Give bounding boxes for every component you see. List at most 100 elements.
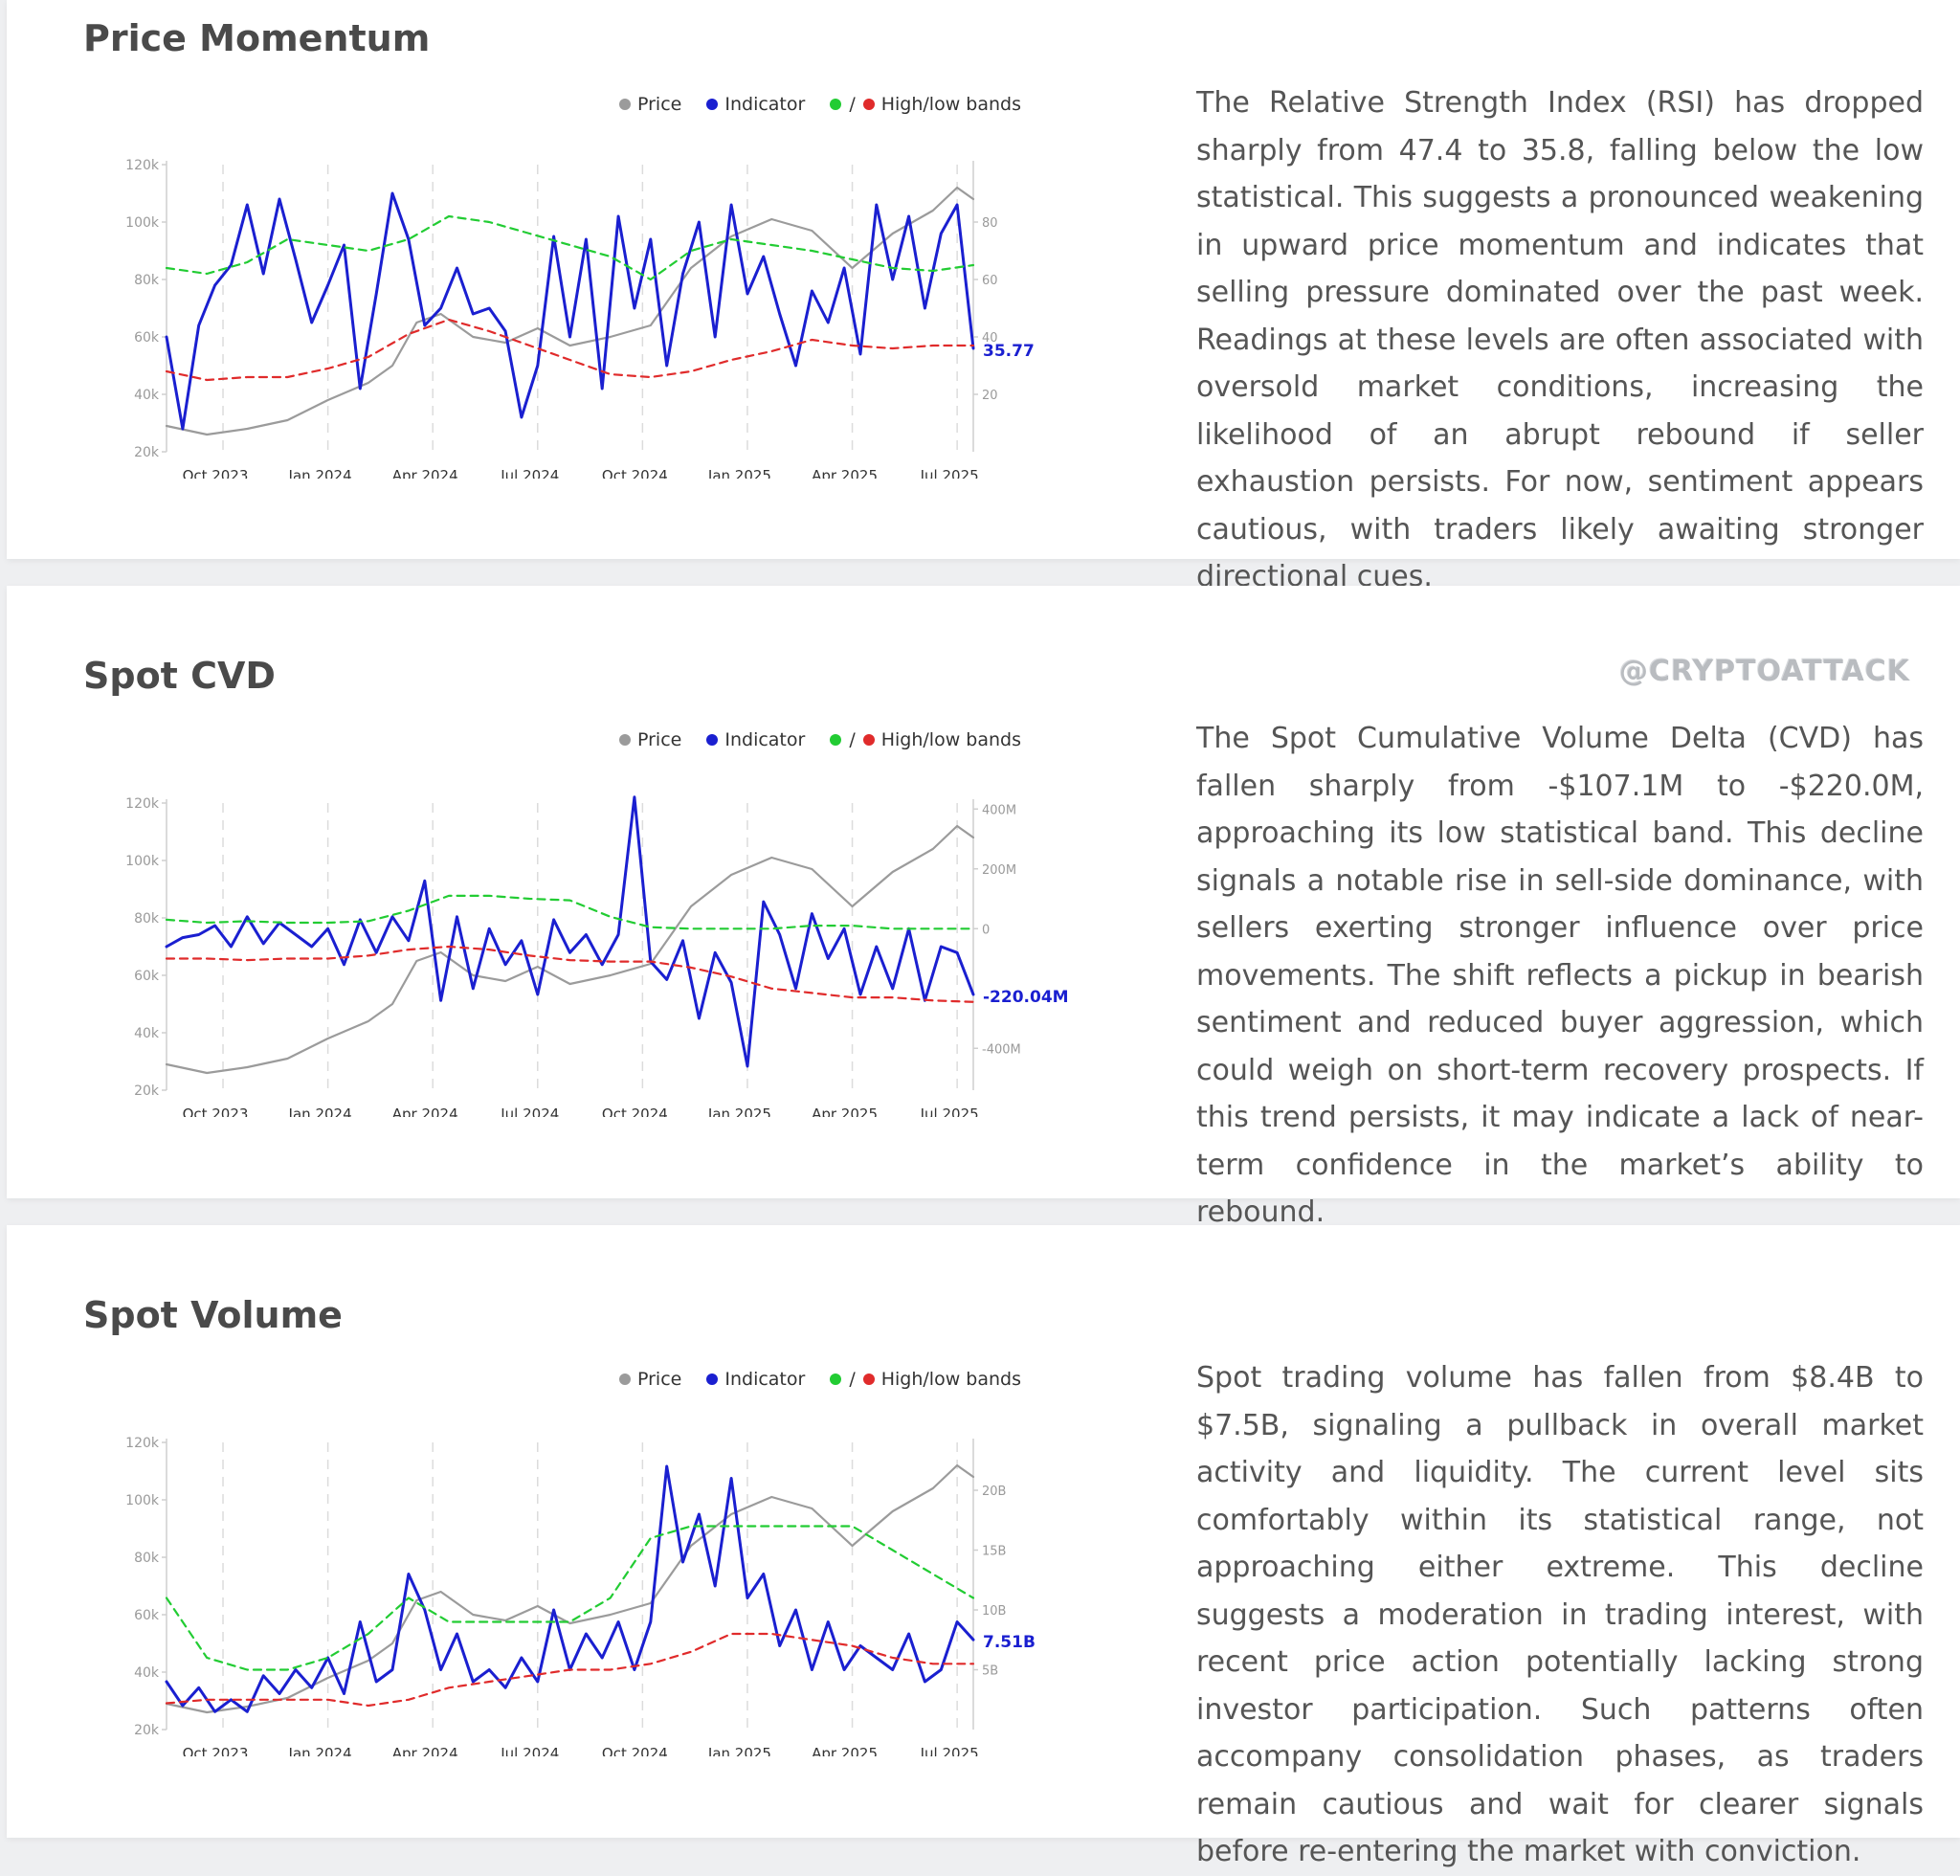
legend-bands-label: High/low bands bbox=[880, 729, 1021, 750]
left-axis-tick-label: 120k bbox=[125, 158, 160, 173]
series-line-high-band bbox=[165, 214, 975, 281]
chart-legend: Price Indicator / High/low bands bbox=[619, 726, 1021, 753]
x-tick-label: Jan 2024 bbox=[288, 467, 352, 479]
x-tick-label: Jul 2025 bbox=[920, 1106, 979, 1117]
left-axis-tick-label: 80k bbox=[134, 1551, 160, 1566]
panel-title: Spot Volume bbox=[83, 1294, 343, 1336]
price-dot-icon bbox=[619, 1374, 631, 1385]
right-axis-tick-label: 20B bbox=[982, 1485, 1006, 1499]
left-axis-tick-label: 120k bbox=[125, 796, 160, 812]
legend-price-label: Price bbox=[637, 94, 682, 115]
right-axis-tick-label: 40 bbox=[982, 331, 998, 346]
legend-bands-label: High/low bands bbox=[880, 1369, 1021, 1390]
right-axis-tick-label: 10B bbox=[982, 1604, 1006, 1619]
legend-indicator: Indicator bbox=[706, 729, 805, 750]
price-dot-icon bbox=[619, 734, 631, 746]
series-line-low-band bbox=[165, 1632, 975, 1708]
spot-cvd-chart: Oct 2023 Jan 2024 Apr 2024 Jul 2024 Oct 2024… bbox=[112, 782, 1069, 1117]
x-tick-label: Apr 2025 bbox=[812, 1106, 878, 1117]
high-band-dot-icon bbox=[830, 1374, 842, 1385]
legend-price: Price bbox=[619, 94, 681, 115]
legend-price-label: Price bbox=[637, 1369, 682, 1390]
right-axis-tick-label: 60 bbox=[982, 274, 998, 288]
legend-indicator-label: Indicator bbox=[724, 94, 806, 115]
x-tick-label: Jan 2025 bbox=[707, 1745, 771, 1756]
left-axis-tick-label: 60k bbox=[134, 330, 160, 346]
left-axis-tick-label: 40k bbox=[134, 1026, 160, 1041]
x-tick-label: Jan 2024 bbox=[288, 1745, 352, 1756]
x-tick-label: Oct 2024 bbox=[602, 1106, 668, 1117]
x-tick-label: Jul 2025 bbox=[920, 1745, 979, 1756]
series-line-low-band bbox=[165, 945, 975, 1003]
chart-legend: Price Indicator / High/low bands bbox=[619, 1366, 1021, 1393]
x-tick-label: Oct 2023 bbox=[183, 467, 249, 479]
low-band-dot-icon bbox=[862, 1374, 875, 1385]
series-line-low-band bbox=[165, 318, 975, 382]
x-tick-label: Oct 2023 bbox=[183, 1106, 249, 1117]
x-tick-label: Oct 2024 bbox=[602, 467, 668, 479]
indicator-dot-icon bbox=[706, 734, 719, 746]
series-line-price bbox=[165, 824, 975, 1075]
x-tick-label: Jul 2025 bbox=[920, 467, 979, 479]
legend-bands: / High/low bands bbox=[830, 729, 1021, 750]
left-axis-tick-label: 20k bbox=[134, 1083, 160, 1099]
x-tick-label: Apr 2025 bbox=[812, 467, 878, 479]
panel-price-momentum: Price Momentum Price Indicator / High/low… bbox=[7, 0, 1960, 593]
left-axis-tick-label: 120k bbox=[125, 1436, 160, 1451]
series-line-indicator bbox=[165, 191, 975, 431]
legend-price: Price bbox=[619, 1369, 681, 1390]
x-tick-label: Oct 2023 bbox=[183, 1745, 249, 1756]
panel-spot-volume: Spot Volume Price Indicator / High/low ba… bbox=[7, 1225, 1960, 1868]
low-band-dot-icon bbox=[862, 734, 875, 746]
left-axis-tick-label: 20k bbox=[134, 445, 160, 460]
right-axis-tick-label: 80 bbox=[982, 216, 998, 231]
right-axis-tick-label: -400M bbox=[982, 1042, 1021, 1057]
spot-volume-chart: Oct 2023 Jan 2024 Apr 2024 Jul 2024 Oct 2024… bbox=[112, 1421, 1069, 1756]
indicator-last-value-label: -220.04M bbox=[983, 988, 1069, 1007]
x-tick-label: Jul 2024 bbox=[500, 467, 559, 479]
chart-legend: Price Indicator / High/low bands bbox=[619, 91, 1021, 118]
left-axis-tick-label: 60k bbox=[134, 969, 160, 984]
x-tick-label: Jul 2024 bbox=[500, 1745, 559, 1756]
legend-indicator: Indicator bbox=[706, 1369, 805, 1390]
indicator-last-value-label: 7.51B bbox=[983, 1633, 1036, 1652]
high-band-dot-icon bbox=[830, 734, 842, 746]
legend-price: Price bbox=[619, 729, 681, 750]
x-tick-label: Apr 2025 bbox=[812, 1745, 878, 1756]
price-momentum-chart: Oct 2023 Jan 2024 Apr 2024 Jul 2024 Oct 2024… bbox=[112, 144, 1069, 479]
left-axis-tick-label: 100k bbox=[125, 854, 160, 869]
panel-description: The Spot Cumulative Volume Delta (CVD) h… bbox=[1196, 722, 1924, 1229]
legend-price-label: Price bbox=[637, 729, 682, 750]
left-axis-tick-label: 60k bbox=[134, 1608, 160, 1623]
x-tick-label: Apr 2024 bbox=[392, 1106, 458, 1117]
chart-svg: Oct 2023 Jan 2024 Apr 2024 Jul 2024 Oct 2024… bbox=[125, 795, 1069, 1117]
right-axis-tick-label: 20 bbox=[982, 389, 998, 403]
right-axis-tick-label: 15B bbox=[982, 1545, 1006, 1559]
panel-spot-cvd: Spot CVD @CRYPTOATTACK Price Indicator /… bbox=[7, 586, 1960, 1229]
chart-svg: Oct 2023 Jan 2024 Apr 2024 Jul 2024 Oct 2024… bbox=[125, 1436, 1036, 1756]
indicator-dot-icon bbox=[706, 99, 719, 110]
high-band-dot-icon bbox=[830, 99, 842, 110]
watermark-logo: @CRYPTOATTACK bbox=[1618, 655, 1910, 688]
legend-indicator: Indicator bbox=[706, 94, 805, 115]
right-axis-tick-label: 0 bbox=[982, 923, 990, 937]
series-line-high-band bbox=[165, 894, 975, 930]
x-tick-label: Jul 2024 bbox=[500, 1106, 559, 1117]
panel-title: Price Momentum bbox=[83, 17, 431, 59]
left-axis-tick-label: 40k bbox=[134, 1665, 160, 1681]
series-line-indicator bbox=[165, 795, 975, 1068]
legend-indicator-label: Indicator bbox=[724, 1369, 806, 1390]
left-axis-tick-label: 100k bbox=[125, 1493, 160, 1508]
x-tick-label: Jan 2025 bbox=[707, 1106, 771, 1117]
right-axis-tick-label: 200M bbox=[982, 863, 1016, 878]
series-line-high-band bbox=[165, 1525, 975, 1671]
low-band-dot-icon bbox=[862, 99, 875, 110]
indicator-last-value-label: 35.77 bbox=[983, 342, 1035, 361]
panel-description: The Relative Strength Index (RSI) has dr… bbox=[1196, 86, 1924, 593]
legend-bands-label: High/low bands bbox=[880, 94, 1021, 115]
legend-bands: / High/low bands bbox=[830, 1369, 1021, 1390]
x-tick-label: Apr 2024 bbox=[392, 1745, 458, 1756]
x-tick-label: Jan 2024 bbox=[288, 1106, 352, 1117]
left-axis-tick-label: 40k bbox=[134, 388, 160, 403]
legend-indicator-label: Indicator bbox=[724, 729, 806, 750]
